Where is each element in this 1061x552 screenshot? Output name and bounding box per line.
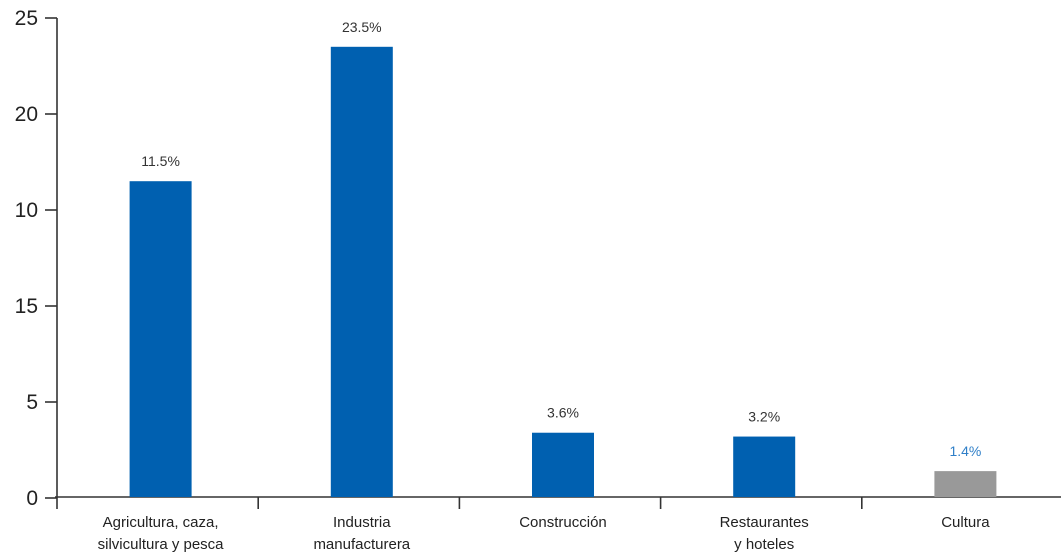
- x-tick-label: manufacturera: [313, 536, 410, 552]
- y-tick-label: 20: [15, 103, 38, 126]
- data-label: 3.2%: [748, 409, 780, 425]
- bars: [129, 46, 997, 498]
- data-label: 23.5%: [342, 19, 382, 35]
- data-label: 11.5%: [141, 153, 180, 169]
- x-tick-label: Cultura: [941, 514, 990, 531]
- bar: [733, 436, 796, 497]
- y-tick-label: 0: [26, 487, 38, 510]
- bar: [330, 46, 393, 498]
- y-tick-label: 15: [15, 295, 38, 318]
- y-tick-label: 25: [15, 7, 38, 30]
- bar: [129, 181, 192, 497]
- bar: [532, 432, 594, 497]
- x-tick-label: Agricultura, caza,: [103, 514, 219, 531]
- y-tick-label: 10: [15, 199, 38, 222]
- data-labels: 11.5% 23.5% 3.6% 3.2% 1.4%: [141, 19, 981, 459]
- y-axis: 0 5 15 10 20 25: [15, 7, 58, 510]
- x-tick-label: Construcción: [519, 514, 607, 531]
- x-tick-label: y hoteles: [734, 536, 794, 552]
- data-label: 3.6%: [547, 405, 579, 421]
- x-tick-label: Restaurantes: [720, 514, 809, 531]
- x-tick-label: silvicultura y pesca: [98, 536, 225, 552]
- x-tick-label: Industria: [333, 514, 391, 531]
- x-axis: Agricultura, caza, silvicultura y pesca In…: [55, 496, 1061, 552]
- data-label: 1.4%: [949, 443, 981, 459]
- bar: [934, 471, 997, 497]
- y-tick-label: 5: [26, 391, 38, 414]
